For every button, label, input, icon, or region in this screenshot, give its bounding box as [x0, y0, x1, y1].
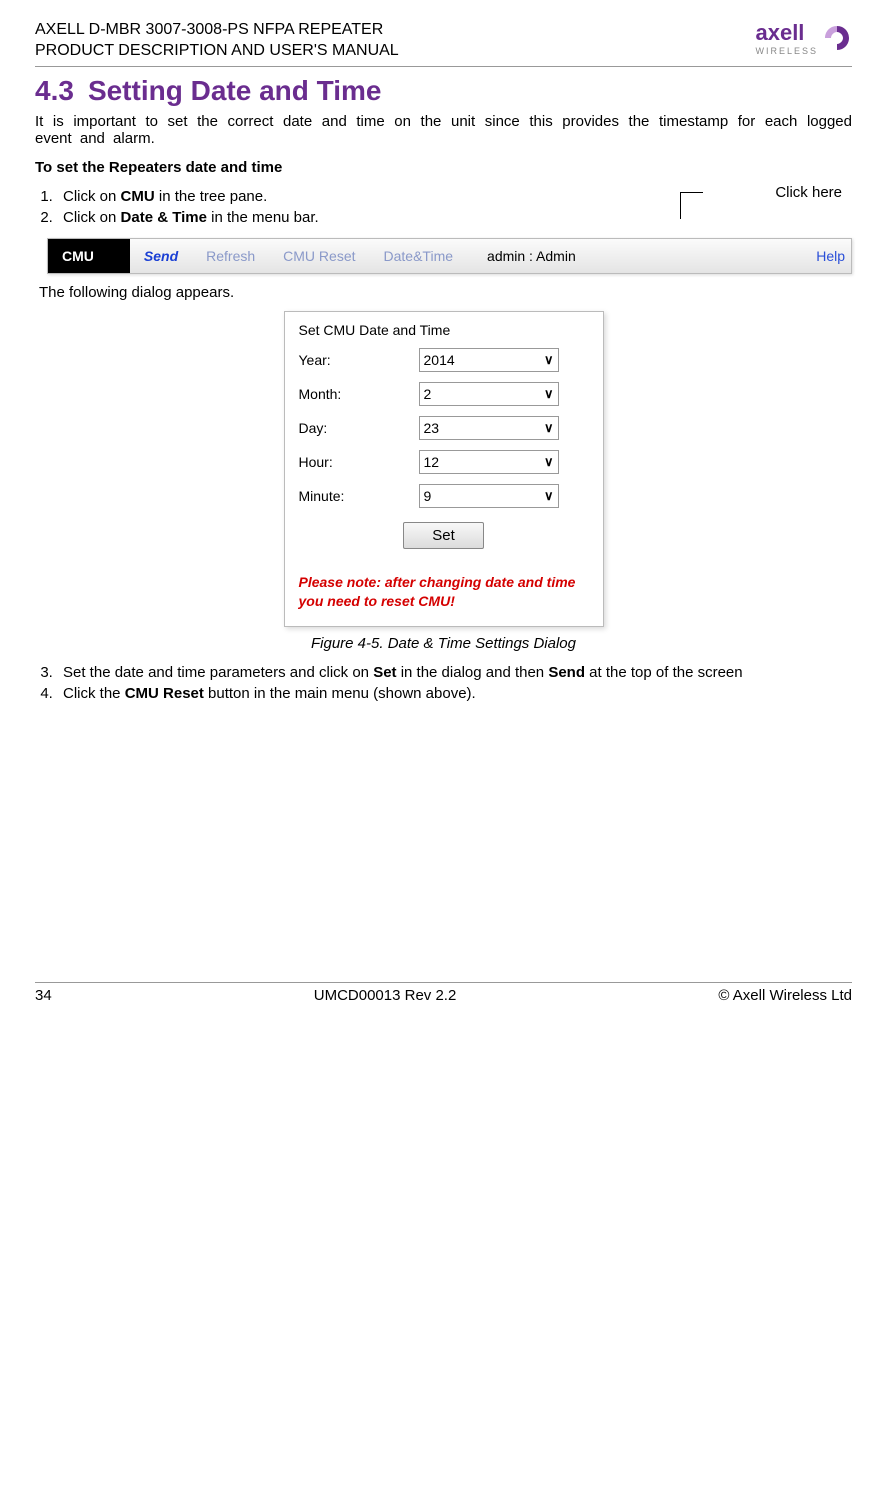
dialog-field-row: Month:2∨ — [299, 382, 589, 406]
chevron-down-icon: ∨ — [544, 488, 554, 504]
set-button[interactable]: Set — [403, 522, 484, 549]
page-footer: 34 UMCD00013 Rev 2.2 © Axell Wireless Lt… — [35, 982, 852, 1004]
field-label: Hour: — [299, 454, 419, 470]
chevron-down-icon: ∨ — [544, 352, 554, 368]
menu-help[interactable]: Help — [802, 248, 851, 264]
header-line2: PRODUCT DESCRIPTION AND USER'S MANUAL — [35, 41, 399, 62]
dialog-title: Set CMU Date and Time — [299, 322, 589, 338]
menu-cmu-reset[interactable]: CMU Reset — [269, 248, 369, 264]
chevron-down-icon: ∨ — [544, 420, 554, 436]
steps-list-2: Set the date and time parameters and cli… — [35, 664, 852, 702]
section-title-text: Setting Date and Time — [88, 75, 382, 106]
dialog-note: Please note: after changing date and tim… — [299, 573, 589, 612]
section-number: 4.3 — [35, 75, 74, 106]
header-text: AXELL D-MBR 3007-3008-PS NFPA REPEATER P… — [35, 20, 399, 62]
logo-icon — [822, 23, 852, 53]
field-label: Day: — [299, 420, 419, 436]
field-select[interactable]: 9∨ — [419, 484, 559, 508]
field-value: 23 — [424, 420, 440, 436]
subheading: To set the Repeaters date and time — [35, 159, 852, 176]
step-item: Click the CMU Reset button in the main m… — [57, 685, 852, 702]
menu-send[interactable]: Send — [130, 248, 192, 264]
chevron-down-icon: ∨ — [544, 386, 554, 402]
step-item: Set the date and time parameters and cli… — [57, 664, 852, 681]
intro-paragraph: It is important to set the correct date … — [35, 113, 852, 147]
menu-admin: admin : Admin — [473, 248, 590, 264]
menu-date-time[interactable]: Date&Time — [370, 248, 468, 264]
figure-caption: Figure 4-5. Date & Time Settings Dialog — [35, 635, 852, 652]
following-text: The following dialog appears. — [39, 284, 852, 301]
field-value: 2014 — [424, 352, 455, 368]
field-select[interactable]: 2∨ — [419, 382, 559, 406]
field-value: 9 — [424, 488, 432, 504]
logo-text: axell — [755, 20, 804, 45]
step-item: Click on Date & Time in the menu bar. — [57, 209, 319, 226]
field-select[interactable]: 23 ∨ — [419, 416, 559, 440]
callout-line — [680, 192, 703, 219]
field-value: 12 — [424, 454, 440, 470]
logo-sub: WIRELESS — [755, 46, 818, 56]
step-item: Click on CMU in the tree pane. — [57, 188, 319, 205]
click-here-label: Click here — [775, 184, 842, 201]
footer-page: 34 — [35, 987, 52, 1004]
footer-rev: UMCD00013 Rev 2.2 — [314, 987, 457, 1004]
field-label: Minute: — [299, 488, 419, 504]
field-value: 2 — [424, 386, 432, 402]
menubar-screenshot: CMU Send Refresh CMU Reset Date&Time adm… — [47, 238, 852, 274]
menu-cmu[interactable]: CMU — [48, 239, 130, 273]
dialog-field-row: Year: 2014 ∨ — [299, 348, 589, 372]
field-label: Year: — [299, 352, 419, 368]
page-header: AXELL D-MBR 3007-3008-PS NFPA REPEATER P… — [35, 20, 852, 67]
dialog-field-row: Day: 23 ∨ — [299, 416, 589, 440]
field-select[interactable]: 12 ∨ — [419, 450, 559, 474]
steps-list-1: Click on CMU in the tree pane. Click on D… — [35, 188, 319, 230]
field-select[interactable]: 2014 ∨ — [419, 348, 559, 372]
logo: axell WIRELESS — [755, 20, 852, 56]
menu-refresh[interactable]: Refresh — [192, 248, 269, 264]
header-line1: AXELL D-MBR 3007-3008-PS NFPA REPEATER — [35, 20, 399, 41]
footer-copyright: © Axell Wireless Ltd — [718, 987, 852, 1004]
section-title: 4.3 Setting Date and Time — [35, 75, 852, 107]
datetime-dialog: Set CMU Date and Time Year:2014∨Month:2∨… — [284, 311, 604, 627]
field-label: Month: — [299, 386, 419, 402]
dialog-field-row: Hour: 12 ∨ — [299, 450, 589, 474]
dialog-field-row: Minute:9∨ — [299, 484, 589, 508]
chevron-down-icon: ∨ — [544, 454, 554, 470]
